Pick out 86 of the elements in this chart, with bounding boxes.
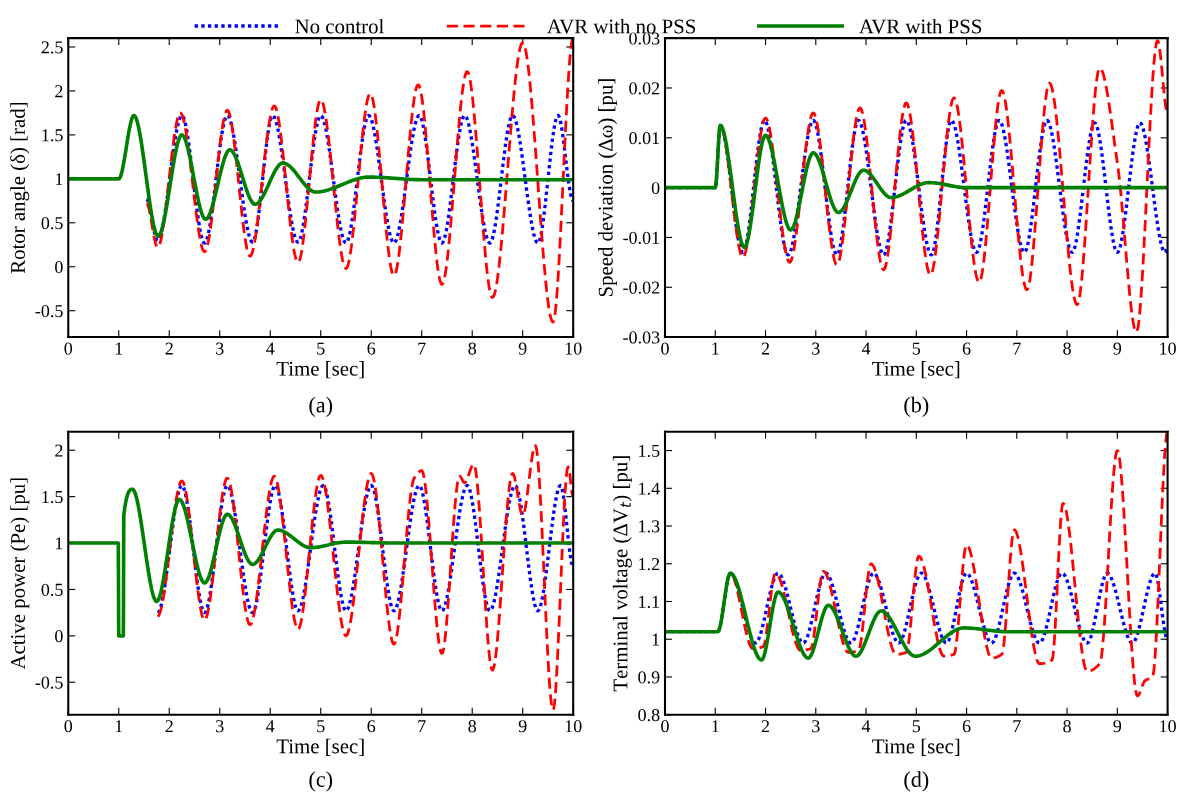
x-tick-label: 4 — [861, 720, 871, 733]
x-tick-label: 5 — [317, 342, 325, 355]
x-tick-label: 6 — [962, 342, 971, 355]
y-tick-label: 1.5 — [42, 490, 63, 504]
x-tick-label: 3 — [812, 720, 820, 733]
y-tick-label: 1.5 — [639, 444, 660, 458]
x-tick-label: 6 — [367, 342, 376, 355]
y-tick-label: 0.03 — [629, 32, 660, 45]
y-tick-label: 1 — [55, 173, 63, 186]
y-tick-label: -0.03 — [623, 331, 660, 344]
y-tick-label: 2 — [55, 444, 63, 457]
x-axis-title: Time [sec] — [872, 361, 960, 379]
y-axis-title: Rotor angle (δ) [rad] — [10, 102, 30, 274]
x-tick-label: 4 — [266, 720, 275, 733]
x-tick-label: 5 — [912, 720, 921, 733]
x-tick-label: 0 — [661, 342, 669, 355]
x-tick-label: 2 — [761, 342, 770, 355]
x-tick-label: 5 — [317, 720, 325, 733]
x-tick-label: 9 — [518, 342, 527, 355]
y-tick-label: -0.01 — [623, 231, 660, 244]
x-tick-label: 10 — [565, 342, 582, 355]
x-tick-label: 9 — [1113, 342, 1122, 355]
text: (b) — [904, 396, 929, 418]
x-tick-label: 10 — [565, 720, 582, 733]
x-tick-label: 1 — [115, 342, 123, 355]
legend-label: AVR with PSS — [859, 18, 982, 34]
x-tick-label: 7 — [418, 342, 426, 355]
text: (c) — [309, 771, 333, 792]
x-tick-label: 8 — [468, 342, 477, 355]
x-tick-label: 2 — [165, 342, 173, 355]
x-tick-label: 0 — [64, 720, 73, 733]
x-axis-title: Time [sec] — [276, 361, 364, 379]
y-tick-label: 0 — [55, 261, 63, 274]
y-tick-label: 0 — [55, 630, 63, 643]
x-tick-label: 1 — [712, 720, 719, 733]
x-tick-label: 6 — [367, 720, 376, 733]
x-tick-label: 1 — [712, 342, 719, 355]
x-tick-label: 2 — [165, 720, 173, 733]
x-tick-label: 5 — [912, 342, 921, 355]
x-tick-label: 10 — [1160, 720, 1176, 733]
y-tick-label: 0.5 — [41, 217, 63, 230]
y-axis-title: Terminal voltage (ΔV$_{t}$) [pu] — [612, 456, 632, 692]
y-tick-label: 0.8 — [638, 708, 660, 722]
text: (a) — [309, 396, 333, 418]
y-tick-label: 2.5 — [41, 41, 63, 54]
x-tick-label: 0 — [661, 720, 669, 733]
x-axis-title: Time [sec] — [276, 738, 364, 756]
x-tick-label: 3 — [216, 720, 224, 733]
y-tick-label: 1.3 — [639, 520, 660, 533]
y-tick-label: -0.02 — [623, 281, 660, 294]
x-tick-label: 3 — [812, 342, 820, 355]
x-tick-label: 9 — [518, 720, 527, 733]
y-tick-label: -0.5 — [35, 676, 63, 689]
y-axis-title: Active power (Pe) [pu] — [10, 478, 30, 670]
x-tick-label: 8 — [1063, 342, 1071, 355]
x-tick-label: 8 — [468, 720, 477, 733]
y-tick-label: 0.02 — [629, 82, 660, 95]
x-tick-label: 4 — [861, 342, 871, 355]
x-tick-label: 1 — [115, 720, 123, 733]
x-tick-label: 7 — [1013, 720, 1021, 733]
y-tick-label: 1.5 — [42, 129, 63, 142]
y-tick-label: 0.9 — [638, 671, 660, 684]
x-axis-title: Time [sec] — [872, 738, 960, 756]
x-tick-label: 3 — [216, 342, 224, 355]
y-tick-label: 1 — [652, 633, 660, 646]
x-tick-label: 4 — [266, 342, 275, 355]
x-tick-label: 8 — [1063, 720, 1071, 733]
x-tick-label: 7 — [418, 720, 426, 733]
y-tick-label: 1 — [55, 537, 63, 550]
text: (d) — [904, 771, 929, 792]
y-tick-label: 0 — [651, 181, 660, 195]
y-tick-label: 1.2 — [639, 558, 660, 571]
x-tick-label: 6 — [962, 720, 971, 733]
x-tick-label: 10 — [1160, 342, 1176, 355]
y-tick-label: 0.01 — [629, 132, 660, 145]
y-tick-label: 2 — [55, 85, 63, 98]
x-tick-label: 7 — [1013, 342, 1021, 355]
x-tick-label: 0 — [64, 342, 73, 355]
legend-label: No control — [295, 18, 384, 34]
x-tick-label: 2 — [761, 720, 770, 733]
y-tick-label: 1.4 — [639, 482, 660, 495]
y-tick-label: 1.1 — [639, 595, 660, 609]
y-axis-title: Speed deviation (Δω) [pu] — [598, 79, 617, 297]
y-tick-label: -0.5 — [35, 304, 63, 318]
y-tick-label: 0.5 — [41, 583, 63, 596]
x-tick-label: 9 — [1113, 720, 1122, 733]
